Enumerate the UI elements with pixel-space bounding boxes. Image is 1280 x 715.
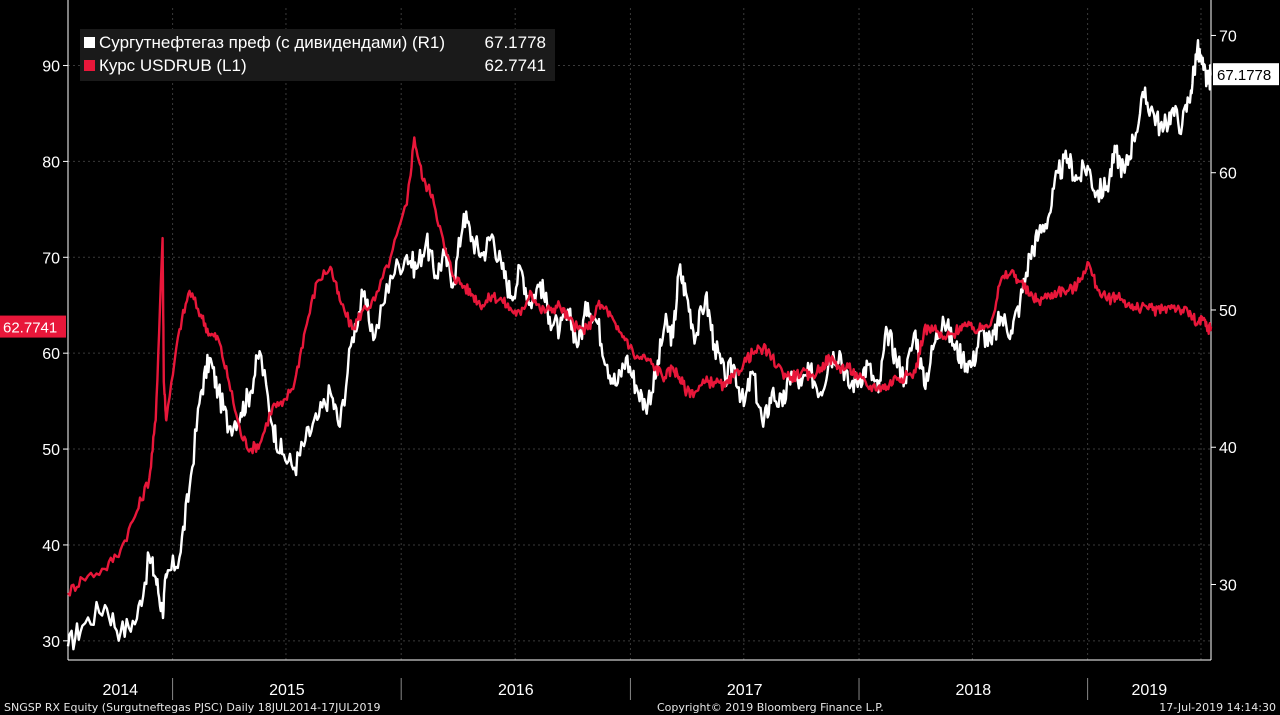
footer-security-info: SNGSP RX Equity (Surgutneftegas PJSC) Da… bbox=[4, 701, 381, 714]
left-tick-label: 30 bbox=[42, 634, 60, 651]
left-tick-label: 40 bbox=[42, 538, 60, 555]
legend-label-surgutneftegas: Сургутнефтегаз преф (с дивидендами) (R1) bbox=[99, 33, 446, 52]
right-tick-label: 70 bbox=[1219, 28, 1237, 45]
right-tick-label: 30 bbox=[1219, 578, 1237, 595]
right-tick-label: 60 bbox=[1219, 166, 1237, 183]
series-line-usdrub bbox=[67, 136, 1213, 597]
year-label: 2019 bbox=[1132, 682, 1168, 699]
legend-swatch-red bbox=[84, 60, 95, 71]
right-tick-label: 50 bbox=[1219, 303, 1237, 320]
left-tick-label: 90 bbox=[42, 59, 60, 76]
current-value-label-right: 67.1778 bbox=[1217, 67, 1271, 84]
left-tick-label: 70 bbox=[42, 250, 60, 267]
year-label: 2014 bbox=[102, 682, 138, 699]
left-tick-label: 80 bbox=[42, 154, 60, 171]
current-value-badge-right bbox=[1213, 63, 1279, 86]
legend-item-surgutneftegas: Сургутнефтегаз преф (с дивидендами) (R1)… bbox=[84, 32, 550, 54]
legend-label-usdrub: Курс USDRUB (L1) bbox=[99, 56, 247, 75]
footer-copyright: Copyright© 2019 Bloomberg Finance L.P. bbox=[657, 701, 884, 714]
series-line-surgutneftegas bbox=[66, 39, 1212, 651]
year-label: 2018 bbox=[956, 682, 992, 699]
legend-value-surgutneftegas: 67.1778 bbox=[484, 33, 546, 52]
axis-labels: 30 40 50 60 70 80 90 30 40 50 60 70 2014 2015 2016 2017… bbox=[0, 28, 1279, 699]
footer-timestamp: 17-Jul-2019 14:14:30 bbox=[1159, 701, 1276, 714]
left-tick-label: 60 bbox=[42, 346, 60, 363]
year-label: 2015 bbox=[269, 682, 305, 699]
legend: Сургутнефтегаз преф (с дивидендами) (R1)… bbox=[80, 29, 555, 81]
right-tick-label: 40 bbox=[1219, 440, 1237, 457]
year-label: 2016 bbox=[498, 682, 534, 699]
current-value-label-left: 62.7741 bbox=[3, 320, 57, 337]
legend-value-usdrub: 62.7741 bbox=[484, 56, 546, 75]
series-layer bbox=[66, 39, 1213, 651]
year-label: 2017 bbox=[727, 682, 763, 699]
left-tick-label: 50 bbox=[42, 442, 60, 459]
legend-item-usdrub: Курс USDRUB (L1) 62.7741 bbox=[84, 55, 550, 77]
legend-swatch-white bbox=[84, 37, 95, 48]
current-value-badge-left bbox=[0, 315, 66, 338]
